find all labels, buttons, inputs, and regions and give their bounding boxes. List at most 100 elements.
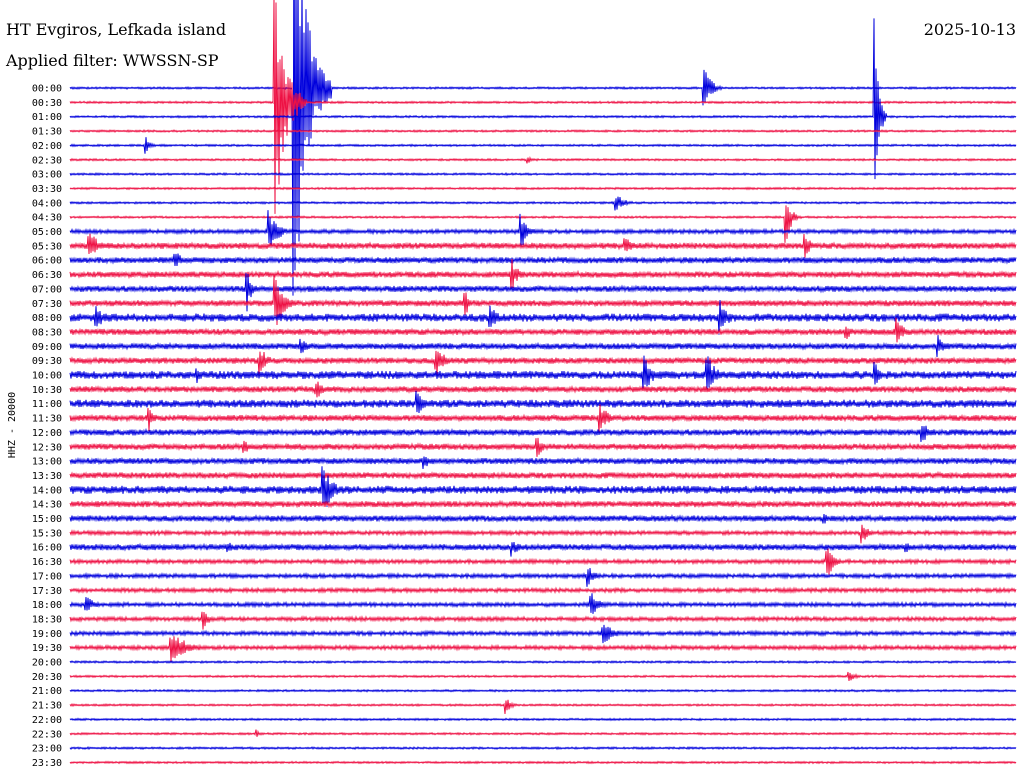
row-time-label: 15:30 bbox=[32, 528, 62, 539]
row-time-label: 10:30 bbox=[32, 385, 62, 396]
row-time-label: 17:30 bbox=[32, 586, 62, 597]
seismic-trace-row bbox=[69, 137, 1017, 154]
row-time-label: 07:30 bbox=[32, 299, 62, 310]
seismic-trace-row bbox=[69, 671, 1017, 681]
seismic-trace-row bbox=[69, 513, 1017, 524]
row-time-label: 17:00 bbox=[32, 571, 62, 582]
row-time-label: 18:30 bbox=[32, 614, 62, 625]
seismic-trace-row bbox=[69, 425, 1017, 442]
row-time-label: 02:30 bbox=[32, 155, 62, 166]
y-axis-label: HHZ - 20000 bbox=[7, 392, 18, 458]
row-time-label: 00:30 bbox=[32, 98, 62, 109]
row-time-label: 20:30 bbox=[32, 672, 62, 683]
row-time-label: 11:30 bbox=[32, 414, 62, 425]
row-time-label: 11:00 bbox=[32, 399, 62, 410]
seismic-trace-row bbox=[69, 210, 1017, 248]
row-time-label: 04:00 bbox=[32, 198, 62, 209]
row-time-label: 05:00 bbox=[32, 227, 62, 238]
seismic-trace-row bbox=[69, 253, 1017, 267]
seismic-trace-row bbox=[69, 624, 1017, 644]
row-time-label: 20:00 bbox=[32, 658, 62, 669]
seismic-trace-row bbox=[69, 156, 1017, 164]
seismic-trace-row bbox=[69, 258, 1017, 290]
seismic-trace-row bbox=[69, 541, 1017, 557]
seismic-trace-row bbox=[69, 524, 1017, 544]
seismic-trace-row bbox=[69, 18, 1017, 180]
row-time-label: 08:30 bbox=[32, 327, 62, 338]
row-time-label: 05:30 bbox=[32, 241, 62, 252]
seismic-trace-row bbox=[69, 233, 1017, 258]
seismic-trace-row bbox=[69, 437, 1017, 457]
seismic-trace-row bbox=[69, 466, 1017, 507]
row-time-label: 19:00 bbox=[32, 629, 62, 640]
row-time-label: 01:30 bbox=[32, 127, 62, 138]
seismic-trace-row bbox=[69, 299, 1017, 335]
row-time-label: 06:30 bbox=[32, 270, 62, 281]
row-time-label: 23:00 bbox=[32, 744, 62, 755]
row-time-label: 03:00 bbox=[32, 170, 62, 181]
seismic-trace-row bbox=[69, 335, 1017, 358]
seismic-trace-row bbox=[69, 760, 1017, 765]
seismic-trace-row bbox=[69, 186, 1017, 191]
row-time-label: 02:00 bbox=[32, 141, 62, 152]
row-time-label: 06:00 bbox=[32, 256, 62, 267]
row-time-label: 07:00 bbox=[32, 284, 62, 295]
row-time-label: 08:00 bbox=[32, 313, 62, 324]
row-time-label: 12:30 bbox=[32, 442, 62, 453]
row-time-label: 14:30 bbox=[32, 500, 62, 511]
row-time-label: 16:00 bbox=[32, 543, 62, 554]
seismic-trace-row bbox=[69, 273, 1017, 312]
row-time-label: 21:30 bbox=[32, 701, 62, 712]
plot-date: 2025-10-13 bbox=[924, 20, 1016, 39]
row-time-label: 22:00 bbox=[32, 715, 62, 726]
row-time-label: 09:00 bbox=[32, 342, 62, 353]
row-time-label: 19:30 bbox=[32, 643, 62, 654]
seismic-trace-row bbox=[69, 586, 1017, 595]
seismic-trace-row bbox=[69, 404, 1017, 434]
station-title: HT Evgiros, Lefkada island bbox=[6, 20, 226, 39]
seismic-trace-row bbox=[69, 275, 1017, 326]
seismic-trace-row bbox=[69, 611, 1017, 630]
seismic-trace-row bbox=[69, 699, 1017, 715]
seismic-trace-row bbox=[69, 499, 1017, 509]
seismic-trace-row bbox=[69, 355, 1017, 391]
row-time-label: 13:30 bbox=[32, 471, 62, 482]
row-time-label: 22:30 bbox=[32, 729, 62, 740]
seismic-traces bbox=[69, 0, 1017, 765]
row-time-label: 15:00 bbox=[32, 514, 62, 525]
row-labels: 00:00 00:30 01:00 01:30 02:00 02:30 03:00 03:30… bbox=[32, 84, 62, 769]
row-time-label: 12:00 bbox=[32, 428, 62, 439]
seismic-trace-row bbox=[69, 636, 1017, 662]
seismic-trace-row bbox=[69, 548, 1017, 575]
seismic-trace-row bbox=[69, 350, 1017, 376]
seismic-trace-row bbox=[69, 196, 1017, 211]
seismic-trace-row bbox=[69, 317, 1017, 343]
seismic-trace-row bbox=[69, 688, 1017, 693]
seismic-trace-row bbox=[69, 659, 1017, 665]
seismic-trace-row bbox=[69, 390, 1017, 414]
row-time-label: 04:30 bbox=[32, 213, 62, 224]
row-time-label: 16:30 bbox=[32, 557, 62, 568]
seismic-trace-row bbox=[69, 717, 1017, 722]
row-time-label: 03:30 bbox=[32, 184, 62, 195]
row-time-label: 09:30 bbox=[32, 356, 62, 367]
row-time-label: 01:00 bbox=[32, 112, 62, 123]
seismic-trace-row bbox=[69, 567, 1017, 587]
seismic-trace-row bbox=[69, 172, 1017, 177]
row-time-label: 13:00 bbox=[32, 457, 62, 468]
seismic-trace-row bbox=[69, 470, 1017, 480]
row-time-label: 14:00 bbox=[32, 485, 62, 496]
row-time-label: 00:00 bbox=[32, 84, 62, 95]
seismic-trace-row bbox=[69, 205, 1017, 243]
seismic-trace-row bbox=[69, 129, 1017, 134]
row-time-label: 23:30 bbox=[32, 758, 62, 769]
seismic-trace-row bbox=[69, 0, 1017, 214]
seismic-trace-row bbox=[69, 729, 1017, 737]
seismic-trace-row bbox=[69, 746, 1017, 751]
row-time-label: 21:00 bbox=[32, 686, 62, 697]
row-time-label: 18:00 bbox=[32, 600, 62, 611]
filter-label: Applied filter: WWSSN-SP bbox=[5, 51, 219, 70]
seismic-trace-row bbox=[69, 456, 1017, 470]
seismic-trace-row bbox=[69, 381, 1017, 398]
